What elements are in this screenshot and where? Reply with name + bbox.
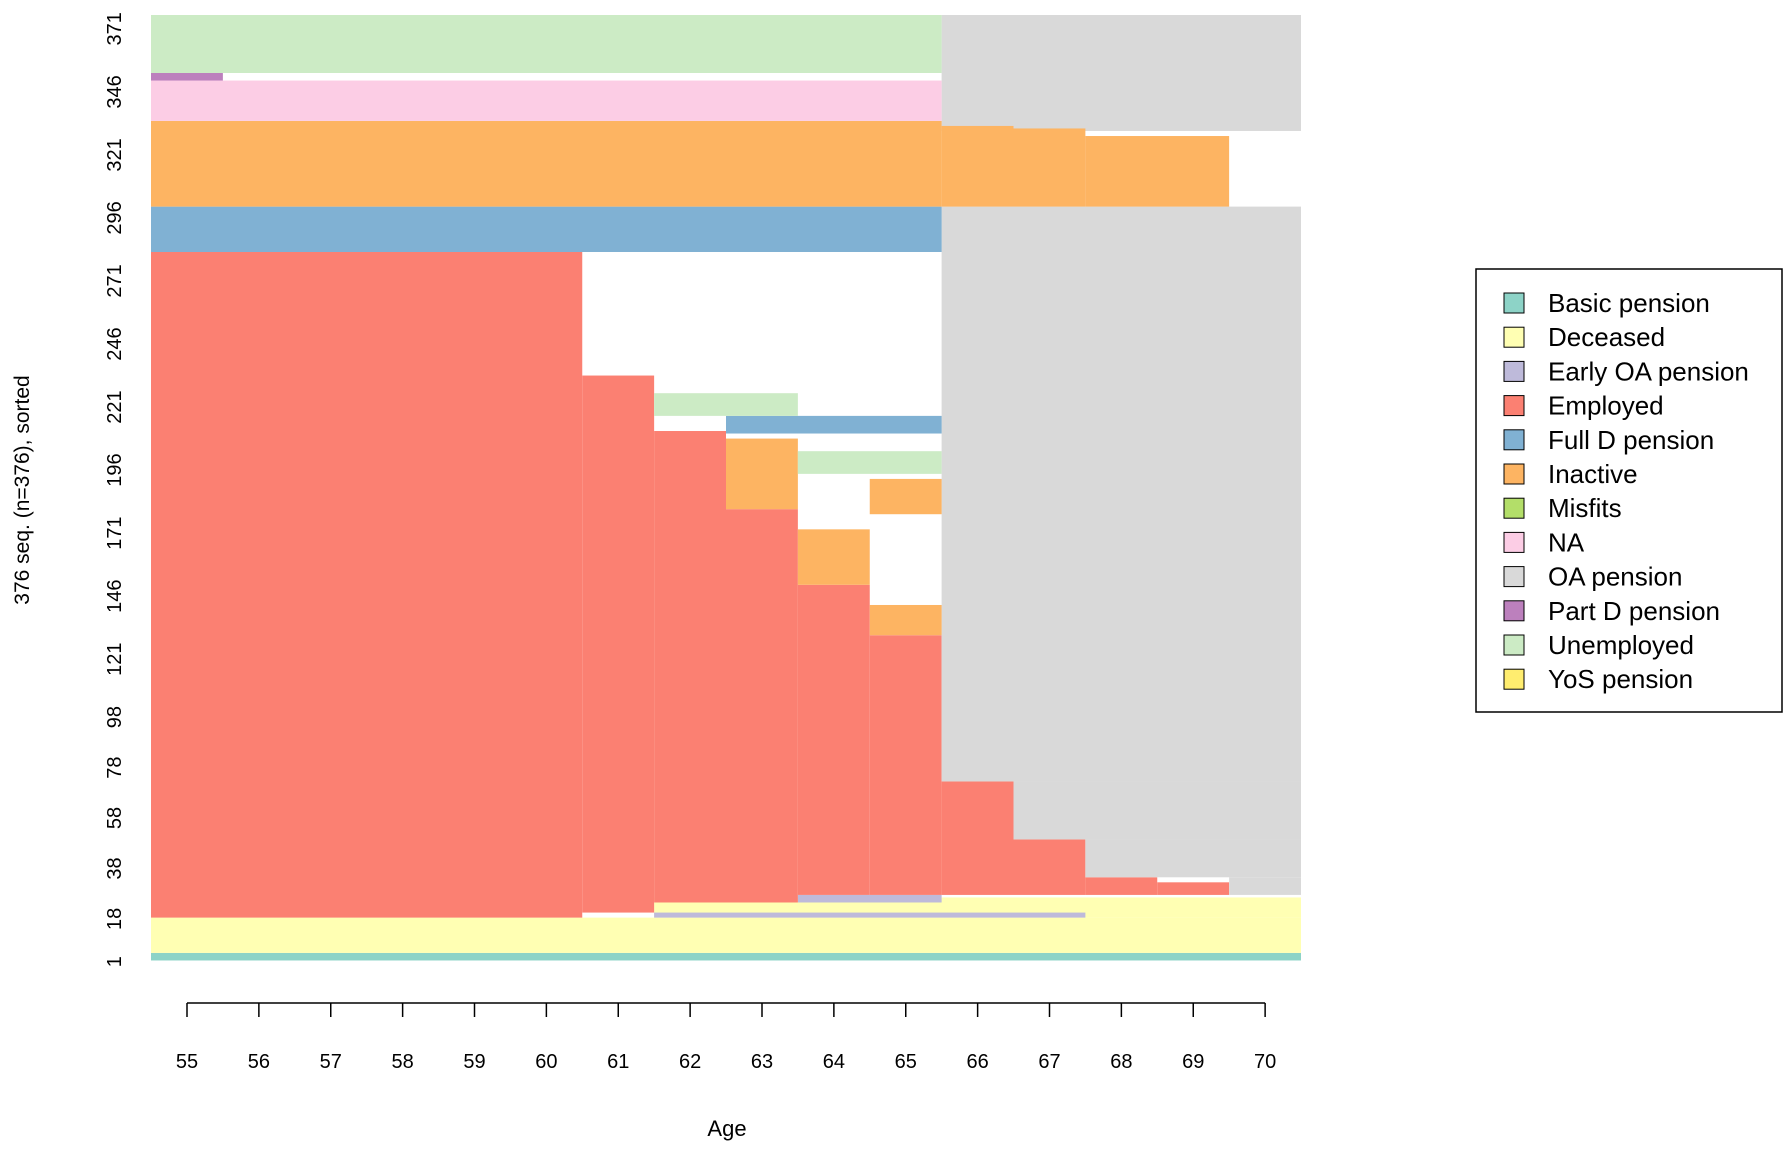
x-tick-label: 55 (176, 1051, 198, 1073)
plot-area (151, 15, 1301, 963)
legend-box (1475, 268, 1783, 713)
x-tick-label: 63 (751, 1051, 773, 1073)
legend: Basic pension Deceased Early OA pension Emp… (1475, 268, 1783, 713)
sequence-block (151, 120, 942, 207)
y-tick-label: 171 (104, 516, 126, 549)
legend-label: Employed (1548, 391, 1664, 421)
legend-label: Full D pension (1548, 425, 1714, 455)
x-tick-label: 65 (895, 1051, 917, 1073)
y-tick-label: 1 (104, 956, 126, 967)
sequence-block (1085, 136, 1230, 207)
sequence-block (654, 431, 726, 903)
sequence-block (1013, 839, 1086, 895)
x-tick-label: 56 (248, 1051, 270, 1073)
legend-swatch (1503, 600, 1525, 622)
x-tick-label: 58 (392, 1051, 414, 1073)
legend-swatch (1503, 566, 1525, 588)
sequence-block (941, 125, 1014, 207)
sequence-block (151, 952, 1301, 961)
y-tick-label: 296 (104, 201, 126, 234)
y-tick-label: 321 (104, 138, 126, 171)
sequence-block (1085, 877, 1158, 895)
y-tick-label: 78 (104, 756, 126, 778)
sequence-block (869, 478, 942, 515)
y-tick-label: 346 (104, 75, 126, 108)
y-tick-label: 146 (104, 579, 126, 612)
legend-swatch (1503, 395, 1525, 417)
legend-swatch (1503, 292, 1525, 314)
y-tick-label: 196 (104, 453, 126, 486)
legend-label: Part D pension (1548, 596, 1720, 626)
x-tick-label: 57 (320, 1051, 342, 1073)
legend-swatch (1503, 463, 1525, 485)
legend-swatch (1503, 429, 1525, 451)
y-axis: 1 18 38 58 78 98 121 146 171 196 221 246 271 296 321 34… (104, 12, 126, 967)
y-axis-label: 376 seq. (n=376), sorted (11, 375, 34, 604)
sequence-block (151, 252, 583, 918)
sequence-block (869, 604, 942, 636)
sequence-block (869, 635, 942, 895)
sequence-block (654, 393, 798, 416)
y-tick-label: 371 (104, 12, 126, 45)
sequence-block (151, 917, 1301, 953)
x-tick-label: 64 (823, 1051, 845, 1073)
sequence-block (797, 584, 870, 895)
legend-label: Misfits (1548, 493, 1622, 523)
x-axis-label: Age (707, 1116, 746, 1141)
x-tick-label: 59 (463, 1051, 485, 1073)
legend-swatch (1503, 634, 1525, 656)
y-tick-label: 58 (104, 807, 126, 829)
legend-swatch (1503, 497, 1525, 519)
legend-swatch (1503, 668, 1525, 690)
sequence-block (1013, 128, 1086, 207)
x-tick-label: 62 (679, 1051, 701, 1073)
x-tick-label: 66 (967, 1051, 989, 1073)
x-tick-label: 69 (1182, 1051, 1204, 1073)
sequence-block (797, 529, 870, 585)
y-tick-label: 121 (104, 642, 126, 675)
x-tick-label: 67 (1038, 1051, 1060, 1073)
sequence-block (726, 415, 942, 434)
sequence-block (797, 451, 942, 474)
y-tick-label: 246 (104, 327, 126, 360)
legend-label: YoS pension (1548, 664, 1693, 694)
legend-swatch (1503, 326, 1525, 348)
legend-swatch (1503, 360, 1525, 382)
y-tick-label: 38 (104, 857, 126, 879)
sequence-block (151, 72, 223, 81)
sequence-block (1229, 877, 1301, 895)
sequence-block (151, 206, 942, 252)
sequence-block (941, 781, 1014, 895)
sequence-block (582, 375, 655, 913)
sequence-block (726, 509, 798, 903)
x-tick-label: 68 (1110, 1051, 1132, 1073)
sequence-block (1085, 839, 1301, 878)
y-tick-label: 221 (104, 390, 126, 423)
legend-label: OA pension (1548, 562, 1682, 592)
y-tick-label: 271 (104, 264, 126, 297)
legend-label: Unemployed (1548, 630, 1694, 660)
legend-label: Inactive (1548, 459, 1638, 489)
y-tick-label: 98 (104, 706, 126, 728)
x-tick-label: 61 (607, 1051, 629, 1073)
x-tick-label: 60 (535, 1051, 557, 1073)
sequence-block (1157, 882, 1230, 895)
x-axis: 55 56 57 58 59 60 61 62 63 64 65 66 67 68 69 70 (176, 1002, 1276, 1073)
sequence-block (151, 15, 942, 73)
legend-label: Basic pension (1548, 288, 1710, 318)
sequence-block (941, 206, 1301, 782)
sequence-block (1013, 781, 1301, 840)
legend-label: Deceased (1548, 322, 1665, 352)
legend-swatch (1503, 531, 1525, 553)
sequence-block (151, 80, 942, 121)
sequence-block (941, 15, 1301, 131)
legend-label: Early OA pension (1548, 356, 1749, 386)
sequence-block (654, 912, 1086, 918)
legend-label: NA (1548, 527, 1585, 557)
sequence-block (726, 438, 798, 510)
y-tick-label: 18 (104, 908, 126, 930)
sequence-block (797, 894, 942, 903)
x-tick-label: 70 (1254, 1051, 1276, 1073)
